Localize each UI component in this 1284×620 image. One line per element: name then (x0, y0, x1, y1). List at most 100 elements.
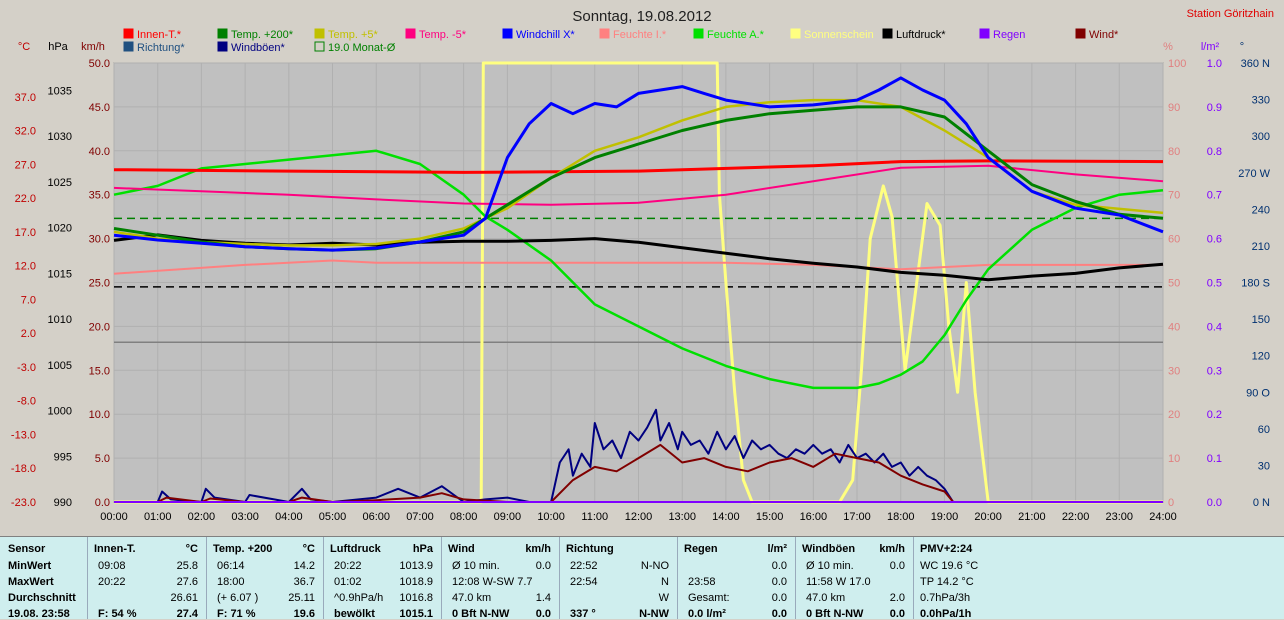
x-tick-label: 18:00 (887, 511, 915, 523)
temp-tick-label: -3.0 (17, 362, 36, 374)
regen-column: Regen l/m² 0.0 23:58 0.0 Gesamt: 0.0 0.0 l/m² 0.… (678, 537, 796, 620)
legend-swatch (123, 41, 134, 52)
rain-tick-label: 0.9 (1207, 102, 1222, 114)
humidity-tick-label: 30 (1168, 365, 1180, 377)
cell-text: WC 19.6 °C (920, 560, 979, 572)
cell-label: 12:08 W-SW 7.7 (452, 576, 533, 588)
legend-label: Temp. +5* (328, 29, 379, 41)
cell-value: 1018.9 (399, 576, 433, 588)
rain-tick-label: 0.3 (1207, 365, 1222, 377)
cell-value: 1013.9 (399, 560, 433, 572)
x-tick-label: 04:00 (275, 511, 303, 523)
cell-label: bewölkt (334, 608, 375, 620)
wind-tick-label: 10.0 (89, 409, 110, 421)
humidity-tick-label: 70 (1168, 190, 1180, 202)
column-header: PMV+2:24 (920, 543, 973, 555)
temp-tick-label: 17.0 (15, 227, 36, 239)
x-tick-label: 06:00 (362, 511, 390, 523)
temp-tick-label: 32.0 (15, 126, 36, 138)
direction-unit: ° (1240, 41, 1244, 53)
cell-value: N-NW (639, 608, 669, 620)
cell-value: 25.11 (288, 592, 315, 604)
legend-label: Feuchte A.* (707, 29, 765, 41)
cell-text: 0.0hPa/1h (920, 608, 972, 620)
cell-text: 0.7hPa/3h (920, 592, 971, 604)
humidity-tick-label: 10 (1168, 453, 1180, 465)
temp-tick-label: -8.0 (17, 396, 36, 408)
row-avg: Durchschnitt (8, 592, 76, 604)
cell-value: 27.6 (176, 576, 198, 588)
legend-label: Richtung* (137, 42, 185, 54)
rain-tick-label: 0.4 (1207, 321, 1222, 333)
innen-column: Innen-T. °C 09:08 25.8 20:22 27.6 26.61 F: 54 %… (88, 537, 207, 620)
x-tick-label: 22:00 (1062, 511, 1090, 523)
temp-tick-label: -13.0 (11, 429, 36, 441)
stats-table: Sensor MinWert MaxWert Durchschnitt 19.0… (0, 536, 1284, 620)
wind-tick-label: 0.0 (95, 497, 110, 509)
x-tick-label: 12:00 (625, 511, 653, 523)
temp-tick-label: -18.0 (11, 463, 36, 475)
x-tick-label: 00:00 (100, 511, 128, 523)
direction-tick-label: 0 N (1253, 497, 1270, 509)
pressure-tick-label: 1020 (48, 223, 72, 235)
column-unit: km/h (525, 543, 551, 555)
cell-value: 1016.8 (399, 592, 433, 604)
cell-value: 1015.1 (399, 608, 433, 620)
temp-unit: °C (18, 41, 30, 53)
direction-tick-label: 180 S (1241, 278, 1270, 290)
cell-value: 0.0 (535, 608, 551, 620)
x-tick-label: 05:00 (319, 511, 347, 523)
cell-value: 19.6 (293, 608, 315, 620)
legend-label: 19.0 Monat-Ø (328, 42, 396, 54)
series-line-feuchte-i (113, 259, 1163, 275)
temp-tick-label: 37.0 (15, 92, 36, 104)
legend-label: Sonnenschein (804, 29, 874, 41)
wind-unit: km/h (81, 41, 105, 53)
cell-label: Ø 10 min. (806, 560, 854, 572)
sensor-column: Sensor MinWert MaxWert Durchschnitt 19.0… (0, 537, 88, 620)
humidity-tick-label: 60 (1168, 234, 1180, 246)
station-label: Station Göritzhain (1187, 8, 1274, 20)
humidity-tick-label: 0 (1168, 497, 1174, 509)
cell-value: 0.0 (889, 560, 905, 572)
rain-unit: l/m² (1201, 41, 1220, 53)
cell-label: 0.0 l/m² (688, 608, 726, 620)
x-tick-label: 24:00 (1149, 511, 1177, 523)
pressure-tick-label: 1000 (48, 406, 72, 418)
weather-chart: 00:00 01:00 02:00 03:00 04:00 05:00 06:00 07:00… (10, 8, 1274, 523)
legend-swatch (599, 28, 610, 39)
legend-label: Innen-T.* (137, 29, 182, 41)
temp-tick-label: 12.0 (15, 261, 36, 273)
x-tick-label: 16:00 (800, 511, 828, 523)
series-line-innen-t (113, 159, 1164, 174)
rain-tick-label: 0.2 (1207, 409, 1222, 421)
cell-label: Ø 10 min. (452, 560, 500, 572)
temp-tick-label: 7.0 (21, 294, 36, 306)
cell-value: 27.4 (176, 608, 198, 620)
legend-label: Windchill X* (516, 29, 575, 41)
wind-tick-label: 45.0 (89, 102, 110, 114)
cell-value: 0.0 (771, 592, 787, 604)
x-tick-label: 02:00 (188, 511, 216, 523)
cell-value: N (661, 576, 669, 588)
cell-label: F: 71 % (217, 608, 256, 620)
cell-value: 25.8 (176, 560, 198, 572)
legend-swatch (217, 41, 228, 52)
cell-label: 22:52 (570, 560, 598, 572)
legend-label: Temp. +200* (231, 29, 294, 41)
legend-label: Feuchte I.* (613, 29, 667, 41)
cell-value: 0.0 (889, 608, 905, 620)
x-tick-label: 11:00 (581, 511, 608, 523)
cell-label: 337 ° (570, 608, 596, 620)
x-tick-label: 21:00 (1018, 511, 1046, 523)
wind-tick-label: 30.0 (89, 234, 110, 246)
cell-label: (+ 6.07 ) (217, 592, 259, 604)
cell-label: 0 Bft N-NW (806, 608, 864, 620)
temp-tick-label: 22.0 (15, 193, 36, 205)
legend-swatch (882, 28, 893, 39)
wind-tick-label: 20.0 (89, 321, 110, 333)
rain-tick-label: 0.6 (1207, 234, 1222, 246)
rain-tick-label: 0.0 (1207, 497, 1222, 509)
cell-label: 20:22 (98, 576, 126, 588)
humidity-unit: % (1163, 41, 1173, 53)
